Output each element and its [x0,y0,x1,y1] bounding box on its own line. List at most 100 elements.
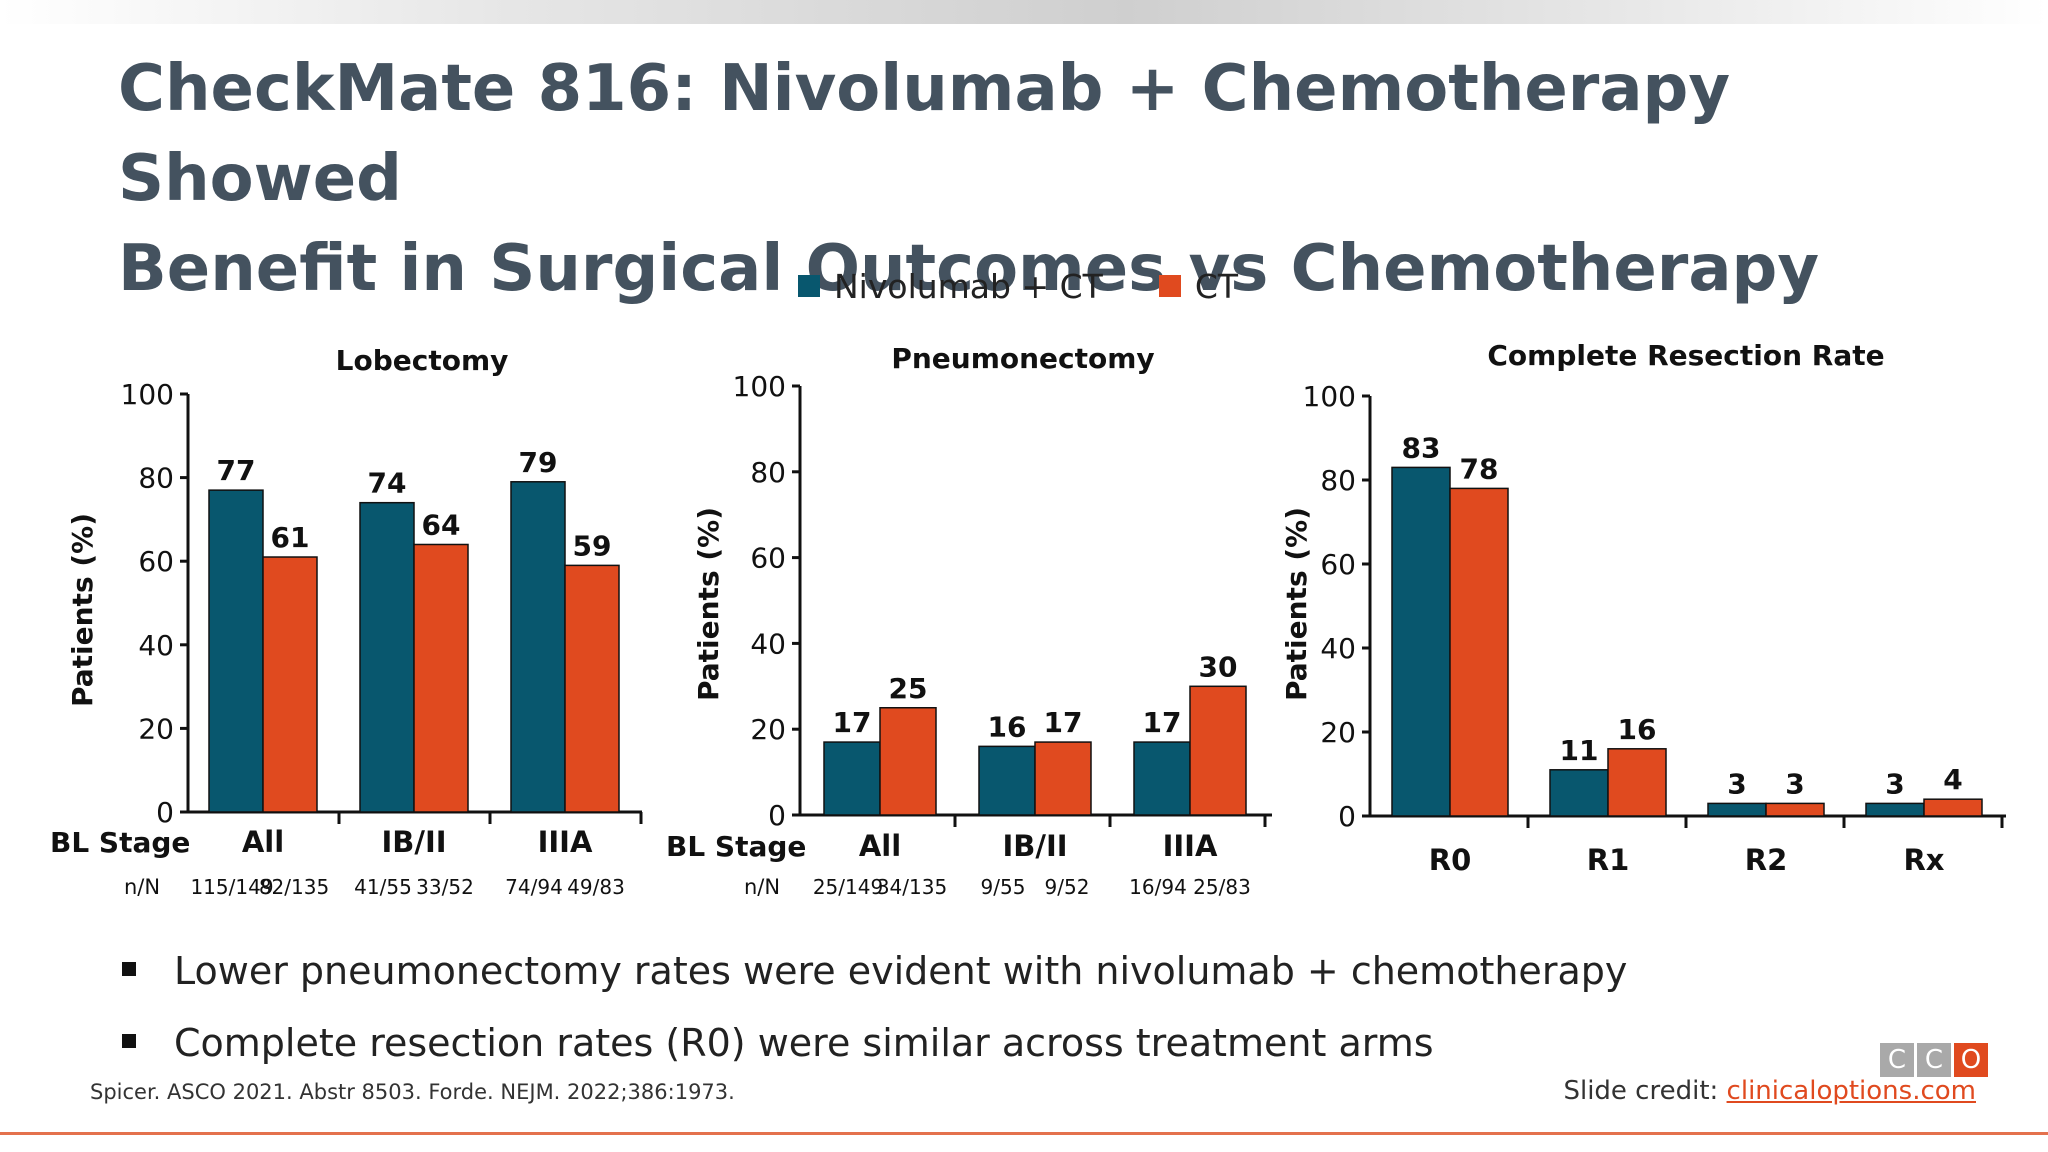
n-value-label: 115/149 [190,875,273,899]
n-axis-label: n/N [124,875,160,899]
n-value-label: 74/94 [505,875,563,899]
data-label: 78 [1460,452,1499,485]
x-tick-label: All [859,829,901,863]
bar [1923,798,1983,817]
logo-letter: C [1880,1043,1914,1077]
data-label: 3 [1785,767,1804,800]
x-tick-label: All [242,825,284,859]
n-value-label: 49/83 [567,875,625,899]
slide-credit-label: Slide credit: [1563,1076,1727,1106]
n-value-label: 9/52 [1045,875,1090,899]
n-value-label: 25/83 [1193,875,1251,899]
chart-title: Pneumonectomy [891,342,1154,375]
n-value-label: 33/52 [416,875,474,899]
y-axis-label: Patients (%) [1280,507,1313,701]
bullet-square-icon [122,1034,136,1048]
y-axis-label: Patients (%) [66,513,99,707]
bar [1133,741,1191,816]
bar [879,707,937,816]
bar [262,556,318,813]
data-label: 79 [519,446,558,479]
slide-title: CheckMate 816: Nivolumab + Chemotherapy … [118,44,1998,314]
legend-label-ct: CT [1194,266,1239,306]
chart-legend: Nivolumab + CT CT [798,264,1294,308]
n-value-label: 9/55 [981,875,1026,899]
bottom-rule [0,1132,2048,1135]
x-tick-label: IIIA [538,825,593,859]
data-label: 30 [1199,650,1238,683]
x-tick-label: R0 [1429,843,1472,877]
data-label: 16 [1618,713,1657,746]
bar [1865,802,1925,817]
n-value-label: 41/55 [354,875,412,899]
data-label: 77 [217,454,256,487]
bullet-list: Lower pneumonectomy rates were evident w… [118,940,1627,1084]
y-tick-label: 60 [138,545,174,578]
data-label: 4 [1943,763,1962,796]
y-tick-label: 20 [138,712,174,745]
n-value-label: 82/135 [259,875,329,899]
x-tick-label: IB/II [1002,829,1067,863]
bar [978,745,1036,816]
data-label: 61 [271,521,310,554]
y-tick-label: 40 [750,627,786,660]
bullet-square-icon [122,962,136,976]
bar [1034,741,1092,816]
y-tick-label: 20 [1320,716,1356,749]
x-tick-label: Rx [1903,843,1944,877]
slide-credit: Slide credit: clinicaloptions.com [1563,1076,1976,1106]
bar [359,501,415,813]
slide-title-line-2: Benefit in Surgical Outcomes vs Chemothe… [118,232,1820,306]
y-axis-label: Patients (%) [692,507,725,701]
n-axis-label: n/N [744,875,780,899]
y-tick-label: 80 [750,456,786,489]
y-tick-label: 100 [121,378,174,411]
y-tick-label: 100 [1303,380,1356,413]
x-tick-label: IIIA [1163,829,1218,863]
bullet-item: Complete resection rates (R0) were simil… [118,1012,1627,1084]
bar [1607,748,1667,817]
bar [1549,769,1609,817]
legend-item-ct: CT [1158,266,1239,306]
data-label: 11 [1560,734,1599,767]
data-label: 3 [1727,767,1746,800]
legend-swatch-ct [1158,275,1181,297]
data-label: 3 [1885,767,1904,800]
legend-item-nivolumab: Nivolumab + CT [798,267,1103,306]
data-label: 64 [422,508,461,541]
legend-label-nivolumab: Nivolumab + CT [834,266,1103,306]
y-tick-label: 40 [138,629,174,662]
chart-title: Complete Resection Rate [1487,339,1884,372]
bar [1391,466,1451,817]
y-tick-label: 60 [750,542,786,575]
logo-letter: O [1954,1043,1988,1077]
x-tick-label: R2 [1745,843,1788,877]
slide-title-line-1: CheckMate 816: Nivolumab + Chemotherapy … [118,52,1731,216]
n-value-label: 34/135 [877,875,947,899]
y-tick-label: 80 [1320,464,1356,497]
y-tick-label: 60 [1320,548,1356,581]
bar [413,543,469,813]
slide-credit-link[interactable]: clinicaloptions.com [1726,1076,1976,1106]
y-tick-label: 40 [1320,632,1356,665]
bar [1189,685,1247,816]
y-tick-label: 0 [156,796,174,829]
data-label: 17 [833,706,872,739]
y-tick-label: 0 [768,799,786,832]
data-label: 17 [1044,706,1083,739]
logo-letter: C [1917,1043,1951,1077]
bar [1707,802,1767,817]
bar [208,489,264,813]
bullet-text: Lower pneumonectomy rates were evident w… [174,949,1628,993]
chart-title: Lobectomy [336,344,509,377]
data-label: 16 [988,710,1027,743]
data-label: 83 [1402,431,1441,464]
n-value-label: 25/149 [813,875,883,899]
x-tick-label: R1 [1587,843,1630,877]
y-tick-label: 100 [733,370,786,403]
data-label: 25 [889,672,928,705]
citation-text: Spicer. ASCO 2021. Abstr 8503. Forde. NE… [90,1080,735,1104]
bar [823,741,881,816]
top-gradient-bar [0,0,2048,24]
